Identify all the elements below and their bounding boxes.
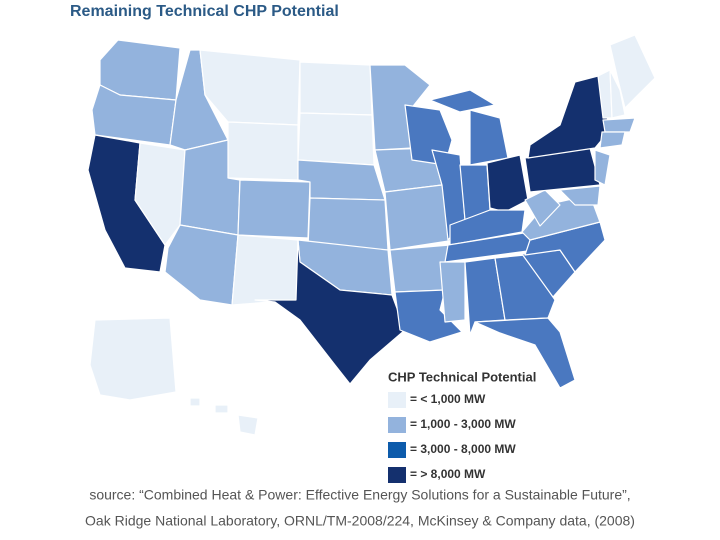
title: Remaining Technical CHP Potential (70, 3, 339, 20)
state (231, 234, 299, 306)
state (609, 69, 626, 119)
state (439, 261, 466, 323)
legend-swatch (388, 442, 406, 458)
legend-title: CHP Technical Potential (388, 369, 536, 384)
state (169, 49, 229, 151)
legend-label: = 1,000 - 3,000 MW (410, 417, 516, 431)
state (486, 154, 529, 213)
legend-label: = > 8,000 MW (410, 467, 486, 481)
source-line: Oak Ridge National Laboratory, ORNL/TM-2… (85, 513, 635, 529)
state (527, 75, 611, 159)
state (469, 109, 509, 166)
legend: = < 1,000 MW = 1,000 - 3,000 MW = 3,000 - … (388, 392, 516, 483)
state (559, 185, 601, 206)
state (189, 397, 201, 407)
state (297, 112, 375, 166)
legend-label: = < 1,000 MW (410, 392, 486, 406)
state (164, 224, 239, 306)
legend-swatch (388, 392, 406, 408)
state (449, 209, 526, 246)
state (89, 317, 177, 401)
state (254, 239, 406, 385)
legend-label: = 3,000 - 8,000 MW (410, 442, 516, 456)
state (599, 131, 626, 149)
state (594, 149, 611, 186)
state (494, 254, 556, 321)
state (237, 179, 311, 239)
state (227, 121, 299, 181)
state (609, 34, 656, 109)
source-line: source: “Combined Heat & Power: Effectiv… (89, 487, 630, 503)
state (429, 89, 496, 113)
state (297, 159, 386, 201)
legend-swatch (388, 417, 406, 433)
state (524, 189, 561, 227)
state (134, 142, 186, 246)
state (237, 414, 259, 436)
state (299, 61, 373, 116)
state (602, 117, 636, 133)
us-map (87, 34, 656, 436)
legend-swatch (388, 467, 406, 483)
state (474, 317, 576, 389)
state (214, 404, 229, 414)
